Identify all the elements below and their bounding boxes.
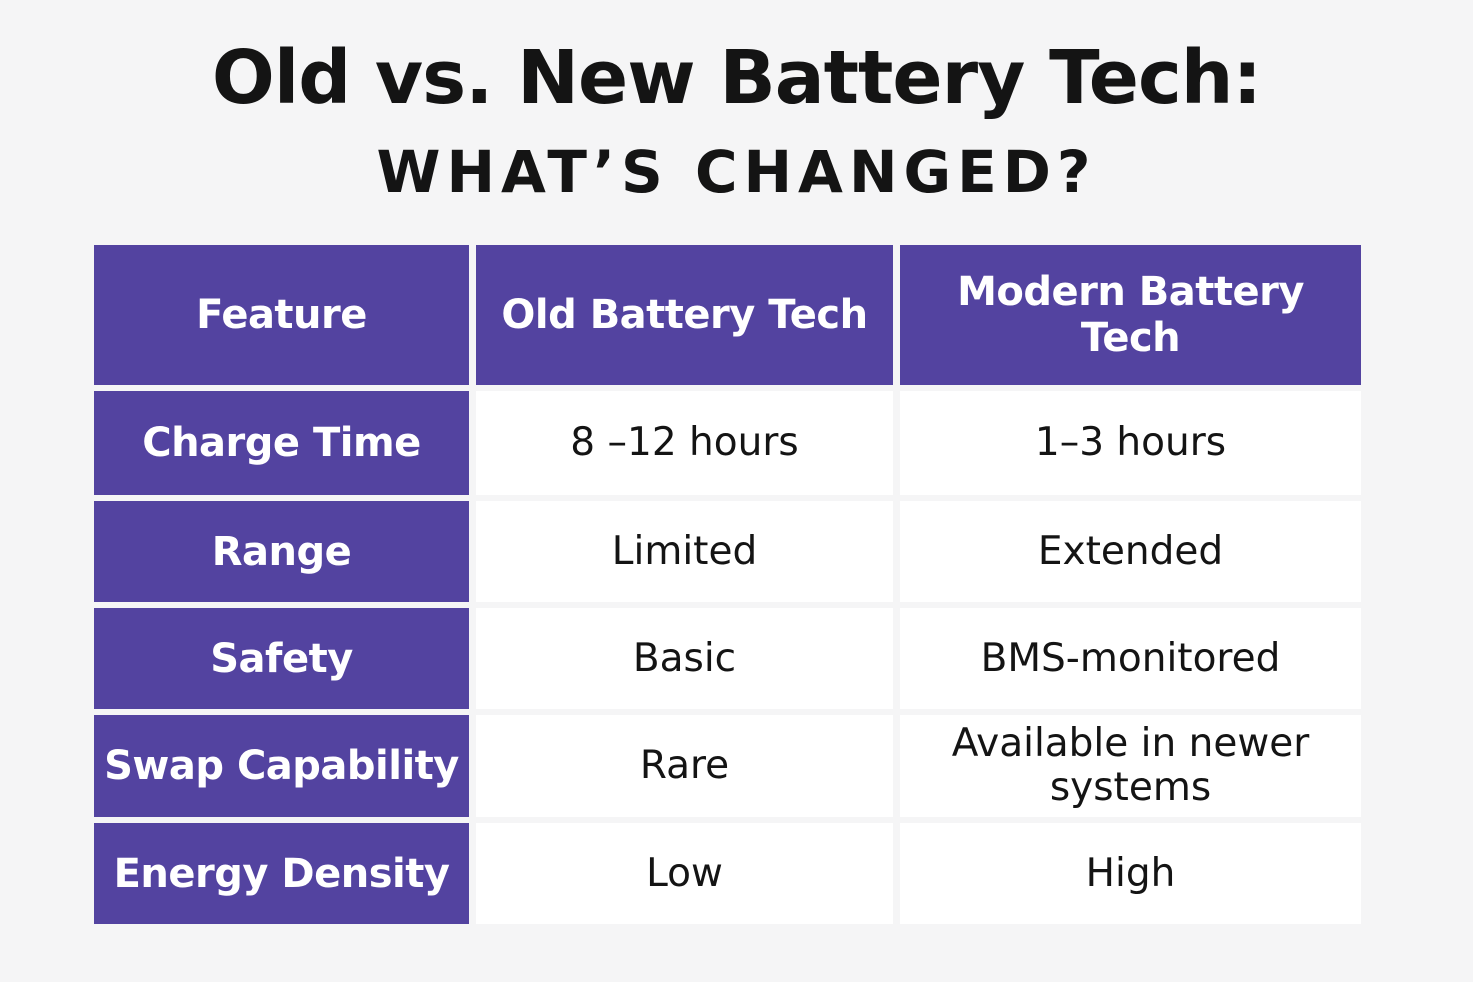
modern-value-energy-density: High	[900, 823, 1361, 924]
modern-value-range: Extended	[900, 501, 1361, 602]
row-label-safety: Safety	[94, 608, 469, 709]
modern-value-charge-time: 1–3 hours	[900, 391, 1361, 495]
page-subtitle: WHAT’S CHANGED?	[376, 138, 1097, 206]
column-header-old-battery-tech: Old Battery Tech	[476, 245, 893, 385]
old-value-swap-capability: Rare	[476, 715, 893, 817]
row-label-swap-capability: Swap Capability	[94, 715, 469, 817]
row-label-charge-time: Charge Time	[94, 391, 469, 495]
modern-value-swap-capability: Available in newer systems	[900, 715, 1361, 817]
page-title: Old vs. New Battery Tech:	[211, 35, 1262, 121]
column-header-feature: Feature	[94, 245, 469, 385]
old-value-charge-time: 8 –12 hours	[476, 391, 893, 495]
row-label-energy-density: Energy Density	[94, 823, 469, 924]
modern-value-safety: BMS-monitored	[900, 608, 1361, 709]
old-value-energy-density: Low	[476, 823, 893, 924]
column-header-modern-battery-tech: Modern Battery Tech	[900, 245, 1361, 385]
comparison-table: Feature Old Battery Tech Modern Battery …	[94, 245, 1361, 924]
row-label-range: Range	[94, 501, 469, 602]
old-value-range: Limited	[476, 501, 893, 602]
old-value-safety: Basic	[476, 608, 893, 709]
